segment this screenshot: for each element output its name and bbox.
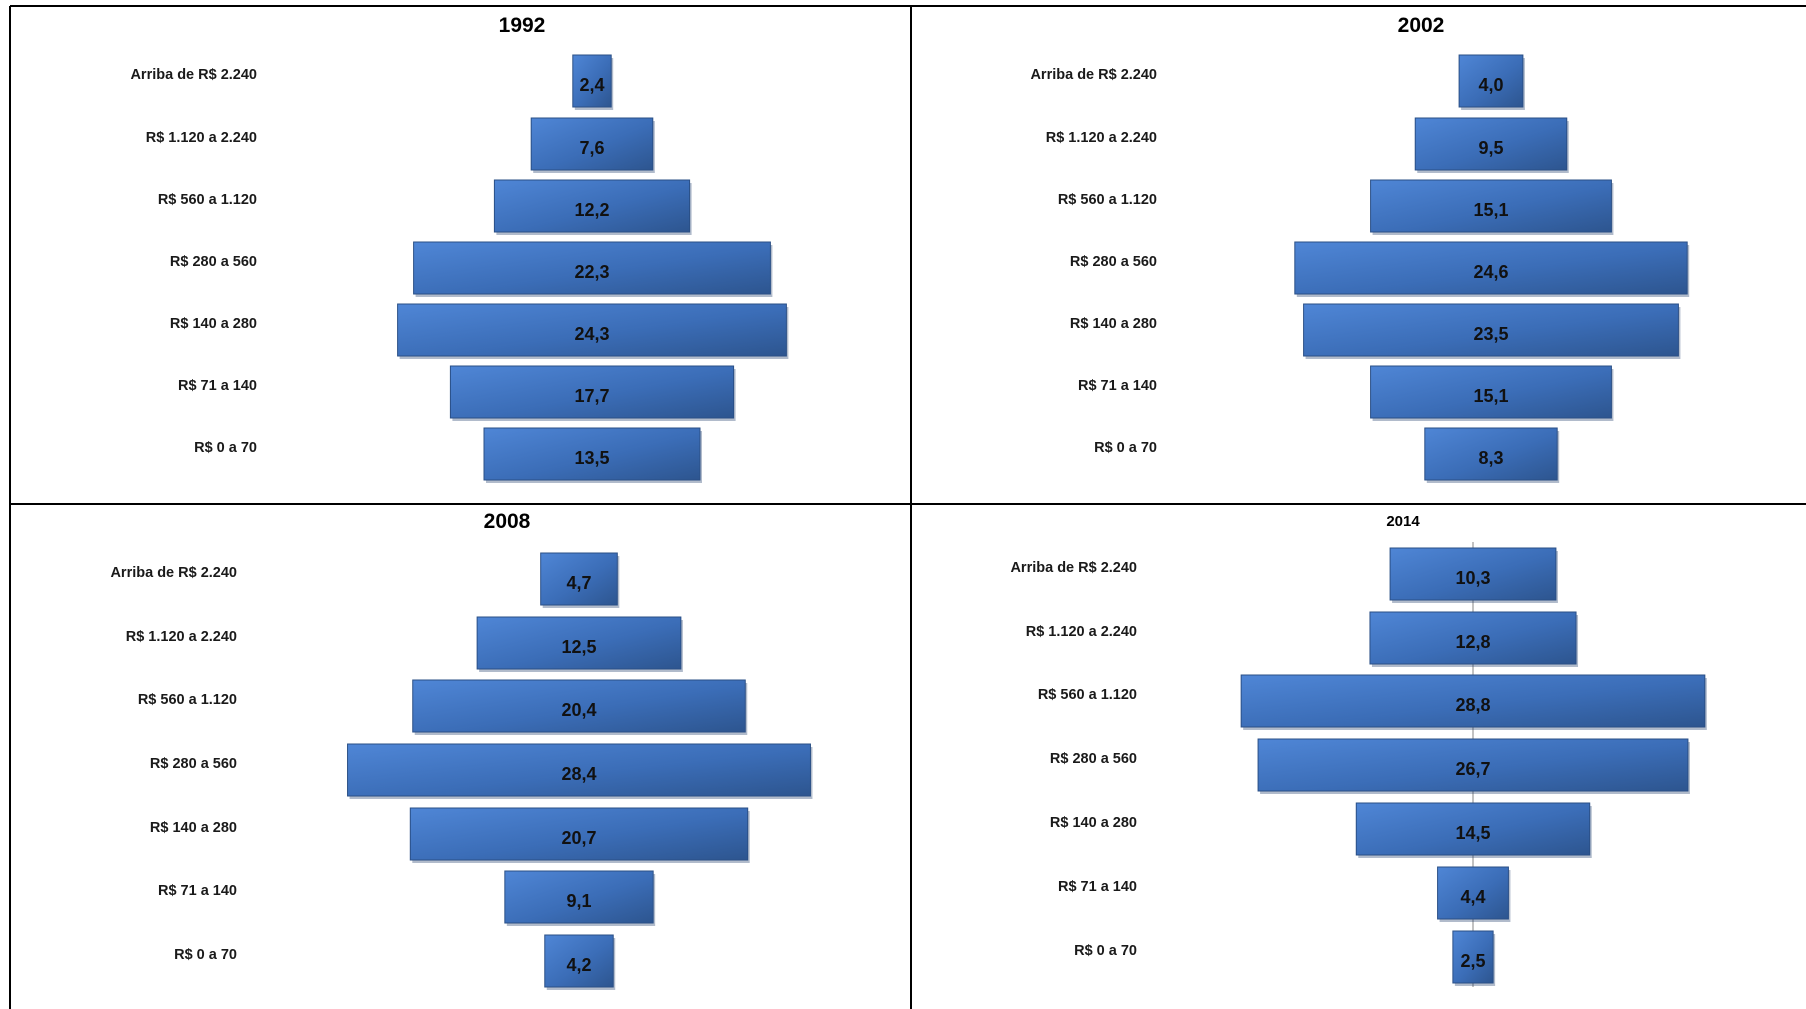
bar — [413, 241, 771, 295]
panel-2014: 2014 10,3 Arriba de R$ 2.240 12,8 R$ 1.120 a… — [1010, 513, 1707, 987]
bar-value-label: 22,3 — [574, 262, 609, 282]
bar — [493, 179, 691, 233]
bar — [1294, 241, 1688, 295]
bar-value-label: 12,8 — [1455, 632, 1490, 652]
bar — [409, 807, 749, 861]
bar-value-label: 7,6 — [579, 138, 604, 158]
category-label: Arriba de R$ 2.240 — [1030, 67, 1157, 83]
bar-value-label: 2,5 — [1460, 951, 1485, 971]
category-label: R$ 280 a 560 — [150, 756, 237, 772]
category-label: R$ 1.120 a 2.240 — [1026, 624, 1137, 640]
category-label: R$ 140 a 280 — [170, 316, 257, 332]
bar-value-label: 9,1 — [566, 891, 591, 911]
category-label: R$ 71 a 140 — [178, 378, 257, 394]
category-label: R$ 0 a 70 — [194, 440, 257, 456]
panel-1992: 1992 2,4 Arriba de R$ 2.240 7,6 R$ 1.120 a 2… — [130, 14, 789, 483]
panel-borders — [9, 5, 1806, 1009]
bar-value-label: 4,7 — [566, 573, 591, 593]
category-label: R$ 280 a 560 — [1050, 751, 1137, 767]
bar — [1452, 930, 1494, 984]
category-label: R$ 560 a 1.120 — [1058, 192, 1157, 208]
bar-value-label: 9,5 — [1478, 138, 1503, 158]
category-label: R$ 0 a 70 — [1074, 943, 1137, 959]
bar — [397, 303, 787, 357]
category-label: R$ 1.120 a 2.240 — [1046, 130, 1157, 146]
bar — [544, 934, 614, 988]
bar — [1370, 179, 1612, 233]
category-label: Arriba de R$ 2.240 — [130, 67, 257, 83]
bar — [1240, 674, 1706, 728]
category-label: R$ 71 a 140 — [158, 883, 237, 899]
bar-value-label: 4,4 — [1460, 887, 1485, 907]
category-label: Arriba de R$ 2.240 — [1010, 560, 1137, 576]
bar-value-label: 12,2 — [574, 200, 609, 220]
category-label: R$ 140 a 280 — [150, 820, 237, 836]
bar-value-label: 24,6 — [1473, 262, 1508, 282]
bar-value-label: 2,4 — [579, 75, 604, 95]
bar — [1424, 427, 1558, 481]
panel-title: 1992 — [499, 14, 546, 37]
panel-2002: 2002 4,0 Arriba de R$ 2.240 9,5 R$ 1.120 a 2… — [1030, 14, 1690, 483]
category-label: R$ 560 a 1.120 — [1038, 687, 1137, 703]
panel-2008: 2008 4,7 Arriba de R$ 2.240 12,5 R$ 1.120 a … — [110, 510, 813, 990]
panel-title: 2014 — [1386, 513, 1420, 530]
bar-value-label: 8,3 — [1478, 448, 1503, 468]
bar — [1355, 802, 1591, 856]
bar — [504, 870, 654, 924]
bar-value-label: 12,5 — [561, 637, 596, 657]
bar — [540, 552, 618, 606]
bar — [1458, 54, 1524, 108]
bar-value-label: 20,4 — [561, 700, 596, 720]
category-label: R$ 140 a 280 — [1050, 815, 1137, 831]
panel-title: 2008 — [484, 510, 531, 533]
bar — [530, 117, 654, 171]
bar-value-label: 28,4 — [561, 764, 596, 784]
bar — [449, 365, 735, 419]
bar-value-label: 4,0 — [1478, 75, 1503, 95]
bar-value-label: 28,8 — [1455, 695, 1490, 715]
category-label: R$ 1.120 a 2.240 — [126, 629, 237, 645]
bar-value-label: 23,5 — [1473, 324, 1508, 344]
bar — [476, 616, 682, 670]
category-label: Arriba de R$ 2.240 — [110, 565, 237, 581]
bar-value-label: 10,3 — [1455, 568, 1490, 588]
bar — [1369, 611, 1577, 665]
bar — [1257, 738, 1689, 792]
bar — [1437, 866, 1509, 920]
bar — [1414, 117, 1568, 171]
category-label: R$ 0 a 70 — [174, 947, 237, 963]
bar — [1303, 303, 1679, 357]
category-label: R$ 560 a 1.120 — [158, 192, 257, 208]
bar-value-label: 15,1 — [1473, 200, 1508, 220]
bar-value-label: 14,5 — [1455, 823, 1490, 843]
category-label: R$ 280 a 560 — [1070, 254, 1157, 270]
bar — [483, 427, 701, 481]
bar — [347, 743, 811, 797]
category-label: R$ 280 a 560 — [170, 254, 257, 270]
panel-title: 2002 — [1398, 14, 1445, 37]
bar-value-label: 13,5 — [574, 448, 609, 468]
bar — [412, 679, 746, 733]
bar-value-label: 26,7 — [1455, 759, 1490, 779]
category-label: R$ 0 a 70 — [1094, 440, 1157, 456]
bar-value-label: 17,7 — [574, 386, 609, 406]
bar — [1389, 547, 1557, 601]
bar — [572, 54, 612, 108]
category-label: R$ 71 a 140 — [1078, 378, 1157, 394]
bar-value-label: 20,7 — [561, 828, 596, 848]
category-label: R$ 71 a 140 — [1058, 879, 1137, 895]
category-label: R$ 560 a 1.120 — [138, 692, 237, 708]
category-label: R$ 1.120 a 2.240 — [146, 130, 257, 146]
bar-value-label: 15,1 — [1473, 386, 1508, 406]
category-label: R$ 140 a 280 — [1070, 316, 1157, 332]
bar — [1370, 365, 1612, 419]
bar-value-label: 4,2 — [566, 955, 591, 975]
bar-value-label: 24,3 — [574, 324, 609, 344]
